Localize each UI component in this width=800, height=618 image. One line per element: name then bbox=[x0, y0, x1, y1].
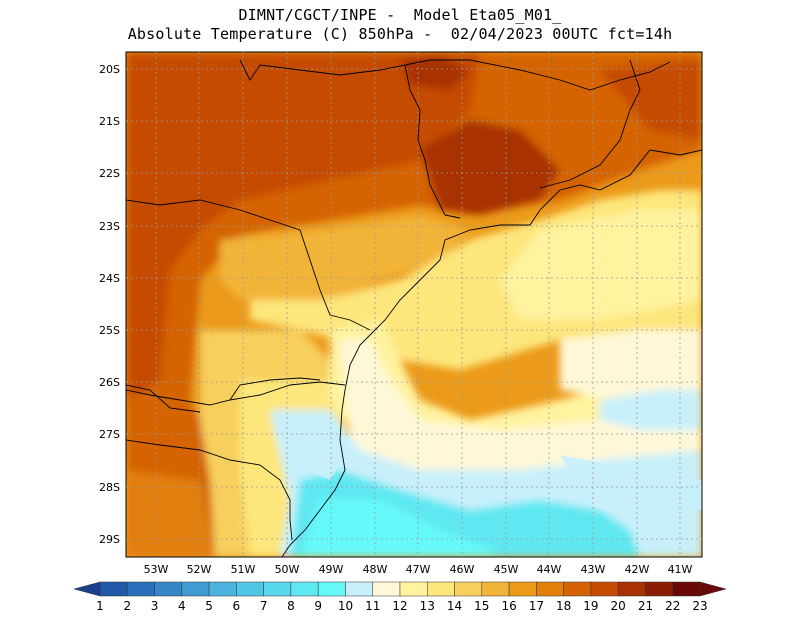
colorbar-cell bbox=[154, 581, 183, 597]
lon-label: 41W bbox=[668, 563, 693, 576]
colorbar-cell bbox=[590, 581, 619, 597]
temperature-field bbox=[126, 52, 702, 557]
colorbar-cell bbox=[317, 581, 346, 597]
boundaries bbox=[126, 59, 702, 557]
lon-label: 49W bbox=[319, 563, 344, 576]
colorbar-label: 14 bbox=[447, 599, 462, 613]
colorbar-cell bbox=[345, 581, 373, 597]
colorbar-cell bbox=[127, 581, 155, 597]
colorbar-cell bbox=[99, 581, 128, 597]
colorbar-cell bbox=[508, 581, 537, 597]
lat-label: 29S bbox=[99, 533, 120, 546]
lat-label: 23S bbox=[99, 220, 120, 233]
colorbar-cell bbox=[399, 581, 428, 597]
lon-label: 52W bbox=[187, 563, 212, 576]
lon-label: 51W bbox=[231, 563, 256, 576]
colorbar-cell bbox=[181, 581, 210, 597]
colorbar-arrow-low bbox=[73, 581, 101, 597]
colorbar-label: 5 bbox=[205, 599, 213, 613]
lon-label: 46W bbox=[450, 563, 475, 576]
colorbar-cell bbox=[263, 581, 292, 597]
lat-label: 21S bbox=[99, 115, 120, 128]
lat-label: 27S bbox=[99, 428, 120, 441]
colorbar-label: 10 bbox=[338, 599, 353, 613]
lat-label: 26S bbox=[99, 376, 120, 389]
colorbar-cell bbox=[372, 581, 401, 597]
colorbar-label: 7 bbox=[260, 599, 268, 613]
longitude-labels: 53W 52W 51W 50W 49W 48W 47W 46W 45W 44W … bbox=[144, 563, 693, 576]
colorbar-cell bbox=[208, 581, 237, 597]
colorbar-label: 2 bbox=[123, 599, 131, 613]
lon-label: 42W bbox=[625, 563, 650, 576]
colorbar-label: 8 bbox=[287, 599, 295, 613]
latitude-labels: 20S 21S 22S 23S 24S 25S 26S 27S 28S 29S bbox=[99, 63, 120, 546]
lon-label: 53W bbox=[144, 563, 169, 576]
lat-label: 28S bbox=[99, 481, 120, 494]
gridlines bbox=[126, 52, 702, 557]
colorbar-label: 6 bbox=[233, 599, 241, 613]
colorbar-label: 4 bbox=[178, 599, 186, 613]
colorbar-label: 21 bbox=[638, 599, 653, 613]
colorbar-label: 23 bbox=[692, 599, 707, 613]
lat-label: 20S bbox=[99, 63, 120, 76]
colorbar-label: 3 bbox=[151, 599, 159, 613]
lon-label: 48W bbox=[363, 563, 388, 576]
colorbar-cell bbox=[290, 581, 319, 597]
title-line-2: Absolute Temperature (C) 850hPa - 02/04/… bbox=[127, 25, 673, 43]
colorbar-label: 19 bbox=[583, 599, 598, 613]
colorbar-cell bbox=[617, 581, 646, 597]
colorbar-cell bbox=[427, 581, 455, 597]
colorbar-cell bbox=[563, 581, 592, 597]
colorbar-label: 13 bbox=[420, 599, 435, 613]
colorbar-label: 11 bbox=[365, 599, 380, 613]
map-frame bbox=[125, 51, 703, 558]
lat-label: 22S bbox=[99, 167, 120, 180]
lon-label: 47W bbox=[406, 563, 431, 576]
colorbar-cell bbox=[672, 581, 701, 597]
lon-label: 50W bbox=[275, 563, 300, 576]
title-line-1: DIMNT/CGCT/INPE - Model Eta05_M01_ bbox=[238, 6, 562, 24]
lon-label: 45W bbox=[494, 563, 519, 576]
colorbar-cell bbox=[536, 581, 564, 597]
lon-label: 43W bbox=[581, 563, 606, 576]
colorbar-label: 9 bbox=[314, 599, 322, 613]
colorbar-label: 18 bbox=[556, 599, 571, 613]
colorbar-cell bbox=[481, 581, 510, 597]
colorbar-label: 1 bbox=[96, 599, 104, 613]
colorbar-label: 20 bbox=[611, 599, 626, 613]
colorbar: 1 2 3 4 5 6 7 8 9 10 11 12 13 14 15 16 17 18 19 20 21 22 23 bbox=[73, 581, 727, 613]
colorbar-label: 17 bbox=[529, 599, 544, 613]
colorbar-label: 22 bbox=[665, 599, 680, 613]
colorbar-label: 15 bbox=[474, 599, 489, 613]
colorbar-cell bbox=[236, 581, 264, 597]
colorbar-label: 12 bbox=[392, 599, 407, 613]
colorbar-cell bbox=[645, 581, 673, 597]
colorbar-label: 16 bbox=[501, 599, 516, 613]
colorbar-cell bbox=[454, 581, 483, 597]
lat-label: 24S bbox=[99, 272, 120, 285]
lat-label: 25S bbox=[99, 324, 120, 337]
lon-label: 44W bbox=[537, 563, 562, 576]
colorbar-arrow-high bbox=[699, 581, 727, 597]
